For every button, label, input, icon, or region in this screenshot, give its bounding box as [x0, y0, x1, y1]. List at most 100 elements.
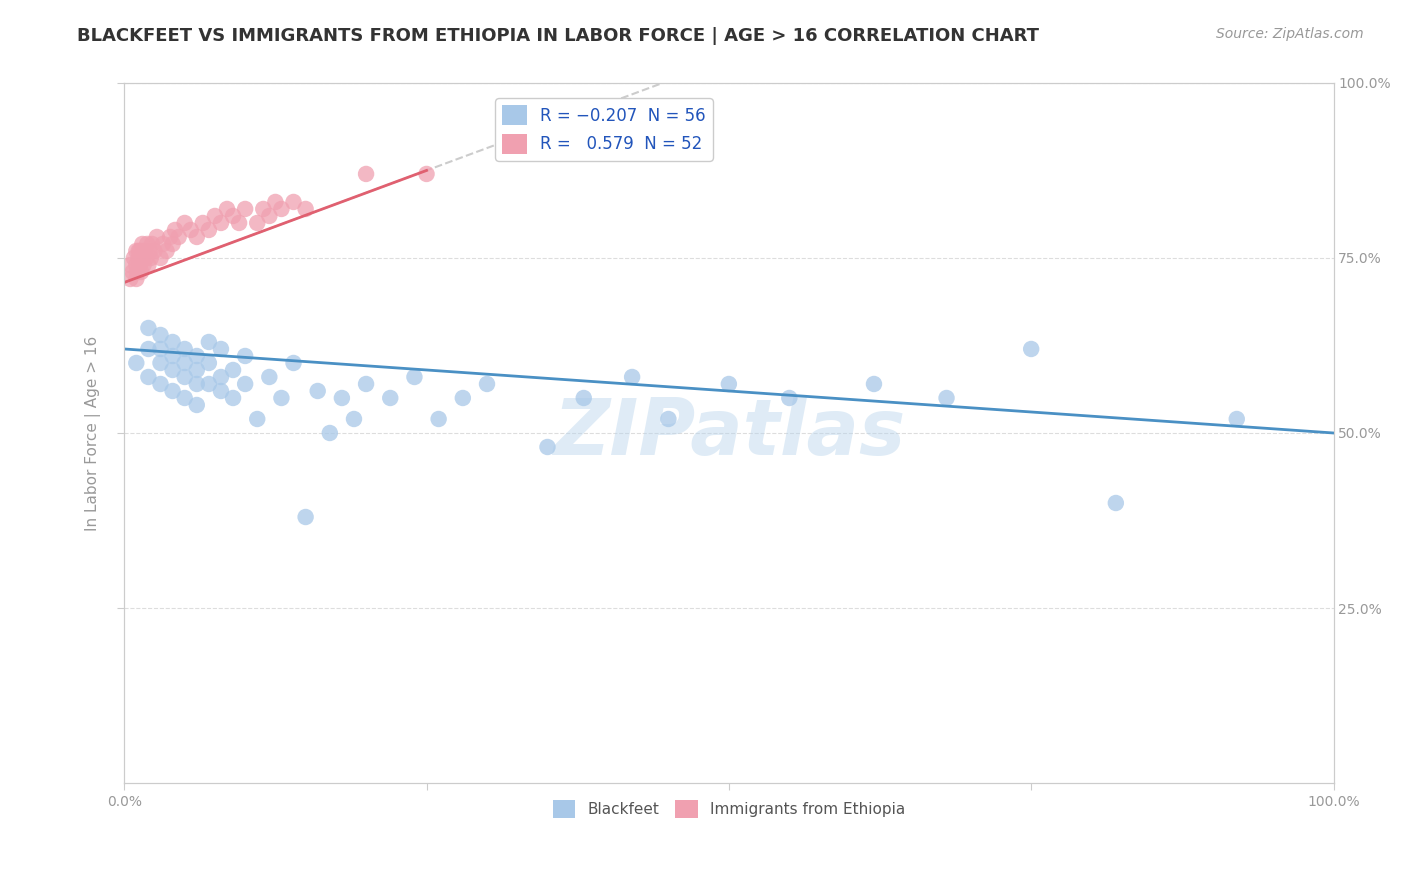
Point	[330, 391, 353, 405]
Point	[128, 251, 150, 265]
Point	[209, 216, 232, 230]
Point	[270, 202, 292, 216]
Point	[125, 356, 148, 370]
Point	[198, 356, 221, 370]
Point	[427, 412, 450, 426]
Point	[319, 425, 342, 440]
Point	[1105, 496, 1128, 510]
Point	[138, 321, 160, 335]
Point	[404, 370, 426, 384]
Point	[146, 230, 169, 244]
Point	[129, 265, 152, 279]
Point	[252, 202, 274, 216]
Text: ZIPatlas: ZIPatlas	[553, 395, 905, 471]
Point	[294, 202, 316, 216]
Point	[415, 167, 437, 181]
Point	[132, 258, 155, 272]
Point	[572, 391, 595, 405]
Point	[222, 363, 245, 377]
Point	[307, 384, 329, 398]
Point	[186, 363, 208, 377]
Text: BLACKFEET VS IMMIGRANTS FROM ETHIOPIA IN LABOR FORCE | AGE > 16 CORRELATION CHAR: BLACKFEET VS IMMIGRANTS FROM ETHIOPIA IN…	[77, 27, 1039, 45]
Point	[125, 244, 148, 258]
Point	[139, 251, 162, 265]
Point	[204, 209, 226, 223]
Point	[173, 391, 195, 405]
Point	[657, 412, 679, 426]
Point	[162, 237, 184, 252]
Point	[134, 244, 156, 258]
Point	[233, 376, 256, 391]
Point	[138, 258, 160, 272]
Point	[129, 258, 152, 272]
Point	[135, 251, 157, 265]
Point	[125, 258, 148, 272]
Point	[125, 272, 148, 286]
Point	[162, 363, 184, 377]
Point	[186, 398, 208, 412]
Point	[128, 244, 150, 258]
Point	[209, 342, 232, 356]
Point	[380, 391, 402, 405]
Point	[173, 356, 195, 370]
Point	[127, 265, 149, 279]
Point	[283, 356, 305, 370]
Point	[173, 342, 195, 356]
Point	[162, 349, 184, 363]
Point	[163, 223, 186, 237]
Point	[1226, 412, 1249, 426]
Point	[863, 376, 886, 391]
Point	[209, 370, 232, 384]
Point	[228, 216, 250, 230]
Point	[717, 376, 740, 391]
Point	[536, 440, 558, 454]
Point	[451, 391, 474, 405]
Point	[122, 251, 145, 265]
Point	[264, 194, 287, 209]
Point	[935, 391, 957, 405]
Point	[120, 258, 142, 272]
Point	[191, 216, 214, 230]
Point	[121, 265, 143, 279]
Point	[1019, 342, 1042, 356]
Point	[233, 349, 256, 363]
Point	[222, 209, 245, 223]
Point	[149, 251, 172, 265]
Point	[186, 230, 208, 244]
Point	[149, 376, 172, 391]
Point	[186, 376, 208, 391]
Point	[159, 230, 181, 244]
Point	[209, 384, 232, 398]
Point	[294, 510, 316, 524]
Point	[778, 391, 800, 405]
Point	[138, 342, 160, 356]
Point	[149, 342, 172, 356]
Point	[475, 376, 498, 391]
Point	[343, 412, 366, 426]
Point	[138, 370, 160, 384]
Point	[143, 244, 166, 258]
Point	[198, 334, 221, 349]
Point	[186, 349, 208, 363]
Point	[129, 244, 152, 258]
Y-axis label: In Labor Force | Age > 16: In Labor Force | Age > 16	[86, 335, 101, 531]
Point	[246, 412, 269, 426]
Point	[120, 272, 142, 286]
Point	[180, 223, 202, 237]
Point	[270, 391, 292, 405]
Point	[215, 202, 238, 216]
Point	[233, 202, 256, 216]
Point	[198, 223, 221, 237]
Point	[354, 376, 377, 391]
Point	[162, 334, 184, 349]
Point	[131, 237, 153, 252]
Point	[141, 237, 163, 252]
Point	[246, 216, 269, 230]
Point	[149, 328, 172, 343]
Point	[136, 237, 159, 252]
Point	[198, 376, 221, 391]
Point	[173, 216, 195, 230]
Point	[152, 237, 174, 252]
Point	[259, 370, 281, 384]
Point	[222, 391, 245, 405]
